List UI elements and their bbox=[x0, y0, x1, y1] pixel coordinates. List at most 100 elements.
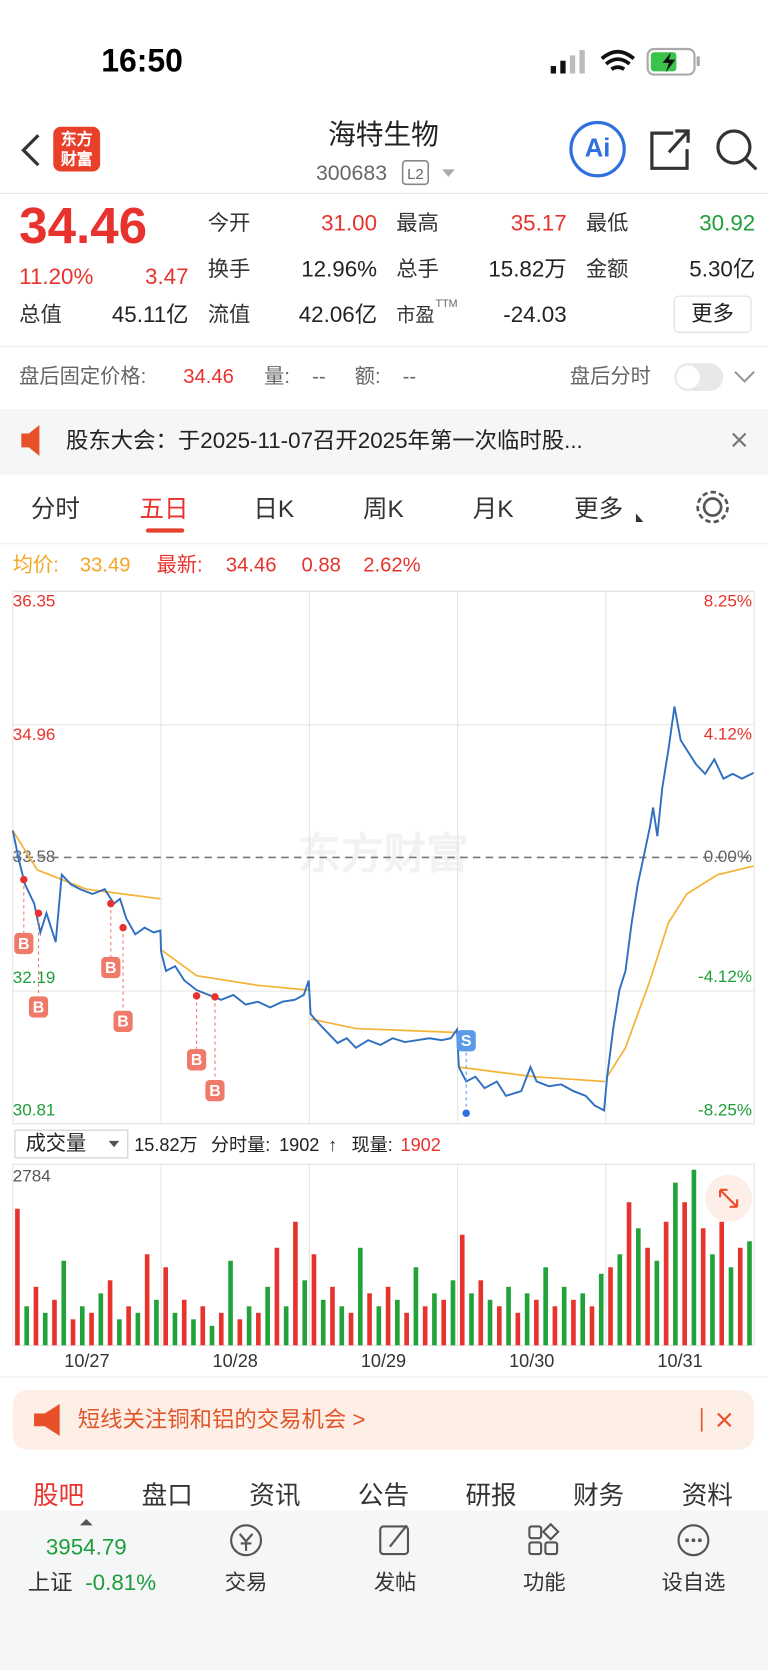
tab[interactable]: 五日 bbox=[139, 494, 189, 523]
bottom-tab[interactable]: 资讯 bbox=[249, 1481, 301, 1511]
ai-label[interactable]: Ai bbox=[584, 134, 611, 163]
volume-bar bbox=[339, 1306, 345, 1346]
y-tick-label: 34.96 bbox=[13, 725, 56, 744]
y-tick-label: 30.81 bbox=[13, 1100, 56, 1119]
volume-bar bbox=[395, 1299, 400, 1346]
trade-badge bbox=[187, 1049, 207, 1071]
text[interactable]: 盘后分时 bbox=[569, 365, 651, 389]
volume-bar bbox=[144, 1254, 150, 1346]
volume-bar bbox=[98, 1293, 104, 1346]
volume-bar bbox=[534, 1299, 539, 1346]
volume-bar bbox=[635, 1228, 641, 1346]
trade-label: S bbox=[461, 1033, 472, 1050]
tab[interactable]: 月K bbox=[472, 494, 514, 523]
text: 最新: bbox=[156, 554, 203, 577]
nav-item[interactable]: 发帖 bbox=[373, 1571, 417, 1595]
bottom-tab[interactable]: 资料 bbox=[681, 1481, 733, 1511]
volume-bar bbox=[598, 1273, 604, 1346]
pct: 11.20% bbox=[19, 264, 94, 290]
trade-point bbox=[107, 899, 115, 908]
volume-bar bbox=[52, 1299, 57, 1346]
volume-bar bbox=[700, 1228, 706, 1346]
volume-tick-label: 2784 bbox=[13, 1167, 51, 1186]
notice[interactable]: 股东大会：于2025-11-07召开2025年第一次临时股... bbox=[66, 428, 583, 454]
volume-bar bbox=[487, 1299, 493, 1346]
volume-bar bbox=[15, 1208, 20, 1346]
bottom-tab[interactable]: 财务 bbox=[573, 1481, 625, 1511]
field-value: 12.96% bbox=[301, 257, 378, 282]
y2-tick-label: 4.12% bbox=[704, 725, 752, 744]
volume-bar bbox=[126, 1306, 131, 1346]
text: 34.46 bbox=[225, 554, 277, 577]
text: 0.88 bbox=[301, 554, 341, 577]
volume-bar bbox=[432, 1293, 437, 1346]
volume-bar bbox=[404, 1312, 409, 1346]
tab[interactable]: 更多 bbox=[574, 494, 624, 523]
text: 盘后固定价格: bbox=[19, 365, 147, 389]
volume-bar bbox=[367, 1293, 372, 1346]
trade-label: B bbox=[33, 999, 45, 1016]
bottom-tab[interactable]: 公告 bbox=[357, 1481, 410, 1511]
nav-item[interactable]: 交易 bbox=[224, 1571, 268, 1595]
volume-bar bbox=[691, 1169, 697, 1346]
volume-bar bbox=[747, 1241, 752, 1346]
share[interactable] bbox=[650, 129, 690, 170]
field-value: 5.30亿 bbox=[689, 257, 756, 282]
trade-point bbox=[462, 1109, 470, 1117]
field-label: 换手 bbox=[207, 257, 251, 282]
trade-label: B bbox=[191, 1052, 203, 1069]
y-tick-label: 32.19 bbox=[13, 968, 56, 987]
trade-badge bbox=[205, 1079, 225, 1102]
volume-bar bbox=[191, 1319, 196, 1346]
x-tick-label: 10/31 bbox=[657, 1351, 702, 1371]
nav-item[interactable]: 设自选 bbox=[661, 1571, 726, 1595]
volume-bar bbox=[571, 1299, 576, 1346]
volume-bar bbox=[478, 1280, 484, 1346]
volume-bar bbox=[163, 1267, 169, 1346]
volume-bar bbox=[608, 1267, 613, 1346]
badge: L2 bbox=[407, 165, 424, 183]
stock-code: 300683 bbox=[315, 161, 388, 186]
volume-bar bbox=[673, 1182, 678, 1346]
field-label: 最低 bbox=[585, 211, 629, 236]
search[interactable] bbox=[716, 129, 752, 165]
watermark: 东方财富 bbox=[298, 831, 468, 879]
field-value: -24.03 bbox=[503, 303, 567, 328]
field-value: 15.82万 bbox=[488, 257, 567, 282]
ad[interactable] bbox=[12, 1390, 755, 1450]
text[interactable]: 成交量 bbox=[25, 1132, 87, 1156]
more[interactable]: 更多 bbox=[691, 302, 734, 326]
price-line bbox=[11, 706, 754, 1112]
x-tick-label: 10/28 bbox=[213, 1351, 258, 1371]
trade-badge bbox=[14, 932, 34, 955]
logo-text: 财富 bbox=[60, 150, 93, 169]
volume-bar bbox=[441, 1299, 447, 1346]
y2-tick-label: -8.25% bbox=[698, 1100, 752, 1119]
trade-badge bbox=[28, 996, 49, 1018]
volume-bar bbox=[256, 1312, 261, 1346]
ad-text[interactable]: 短线关注铜和铝的交易机会 > bbox=[77, 1407, 366, 1433]
trade-label: B bbox=[209, 1083, 221, 1100]
ai-button[interactable] bbox=[569, 120, 626, 178]
more-button[interactable] bbox=[673, 295, 752, 333]
volume-bar bbox=[218, 1312, 224, 1346]
bottom-tab[interactable]: 盘口 bbox=[141, 1481, 193, 1511]
bottom-tab[interactable]: 股吧 bbox=[33, 1481, 85, 1511]
volume-bar bbox=[450, 1280, 456, 1346]
volume-bar bbox=[61, 1260, 67, 1346]
nav-item[interactable]: 功能 bbox=[523, 1571, 566, 1595]
volume-bar bbox=[682, 1202, 687, 1346]
trade-badge bbox=[101, 956, 121, 979]
volume-bar bbox=[459, 1234, 465, 1346]
volume-bar bbox=[543, 1267, 548, 1346]
back[interactable] bbox=[21, 134, 40, 167]
volume-bar bbox=[357, 1247, 363, 1346]
tab[interactable]: 分时 bbox=[30, 494, 80, 523]
tab[interactable]: 日K bbox=[253, 494, 295, 523]
bottom-tab[interactable]: 研报 bbox=[465, 1481, 517, 1511]
volume-bar bbox=[33, 1286, 39, 1346]
tab[interactable]: 周K bbox=[363, 494, 404, 523]
text: 额: bbox=[354, 365, 381, 389]
volume-bar bbox=[413, 1267, 419, 1346]
